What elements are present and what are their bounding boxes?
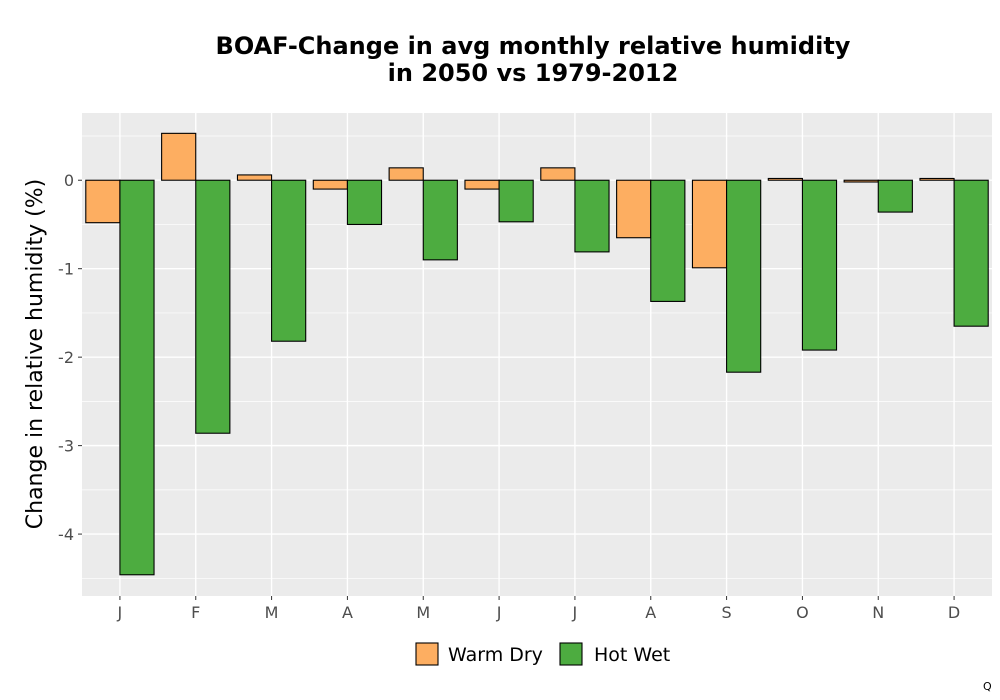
y-tick-label: 0	[64, 171, 74, 190]
corner-mark: Q	[983, 680, 992, 693]
bar	[540, 167, 576, 181]
bar	[195, 179, 231, 434]
bar	[422, 179, 458, 261]
x-tick-label: J	[117, 603, 123, 622]
chart-title-line2: in 2050 vs 1979-2012	[388, 59, 679, 87]
bar	[691, 179, 728, 269]
bar	[85, 179, 121, 224]
x-tick-label: S	[722, 603, 732, 622]
x-tick-label: F	[191, 603, 200, 622]
bar	[801, 179, 838, 351]
x-tick-label: A	[645, 603, 656, 622]
x-tick-label: J	[572, 603, 578, 622]
bar	[119, 179, 155, 576]
bar	[616, 179, 652, 239]
x-tick-label: D	[948, 603, 960, 622]
y-axis: 0 -1 -2 -3 -4	[58, 171, 82, 544]
legend-label: Hot Wet	[594, 644, 670, 666]
plot-panel	[82, 113, 992, 596]
legend-swatch	[559, 642, 583, 666]
bar	[919, 177, 955, 181]
x-tick-label: M	[265, 603, 279, 622]
bar	[346, 179, 383, 226]
grid-minor	[82, 135, 992, 579]
bar	[464, 179, 500, 190]
bar	[161, 132, 197, 181]
x-tick-label: A	[342, 603, 353, 622]
bar	[877, 179, 913, 213]
chart-title-line1: BOAF-Change in avg monthly relative humi…	[216, 32, 851, 60]
bar	[312, 179, 348, 190]
y-tick-label: -3	[58, 437, 74, 456]
bar	[726, 179, 762, 373]
bar	[953, 179, 989, 327]
x-tick-label: M	[416, 603, 430, 622]
legend-label: Warm Dry	[448, 644, 543, 666]
bars	[85, 132, 989, 576]
bar	[388, 167, 424, 181]
bar	[498, 179, 534, 223]
y-tick-label: -2	[58, 348, 74, 367]
x-tick-label: J	[496, 603, 502, 622]
bar	[236, 174, 273, 181]
y-tick-label: -1	[58, 260, 74, 279]
bar	[767, 177, 803, 181]
bar	[843, 179, 879, 183]
bar	[574, 179, 610, 253]
legend: Warm Dry Hot Wet	[415, 642, 670, 666]
y-tick-label: -4	[58, 525, 74, 544]
x-tick-label: O	[796, 603, 809, 622]
x-tick-label: N	[872, 603, 884, 622]
legend-swatch	[415, 642, 439, 666]
bar	[650, 179, 686, 302]
grid-major	[82, 113, 992, 596]
y-axis-label: Change in relative humidity (%)	[23, 179, 48, 529]
bar	[271, 179, 307, 342]
